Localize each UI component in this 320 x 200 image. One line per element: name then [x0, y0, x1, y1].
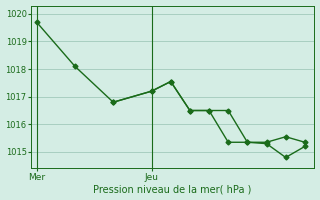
X-axis label: Pression niveau de la mer( hPa ): Pression niveau de la mer( hPa ) — [93, 184, 252, 194]
